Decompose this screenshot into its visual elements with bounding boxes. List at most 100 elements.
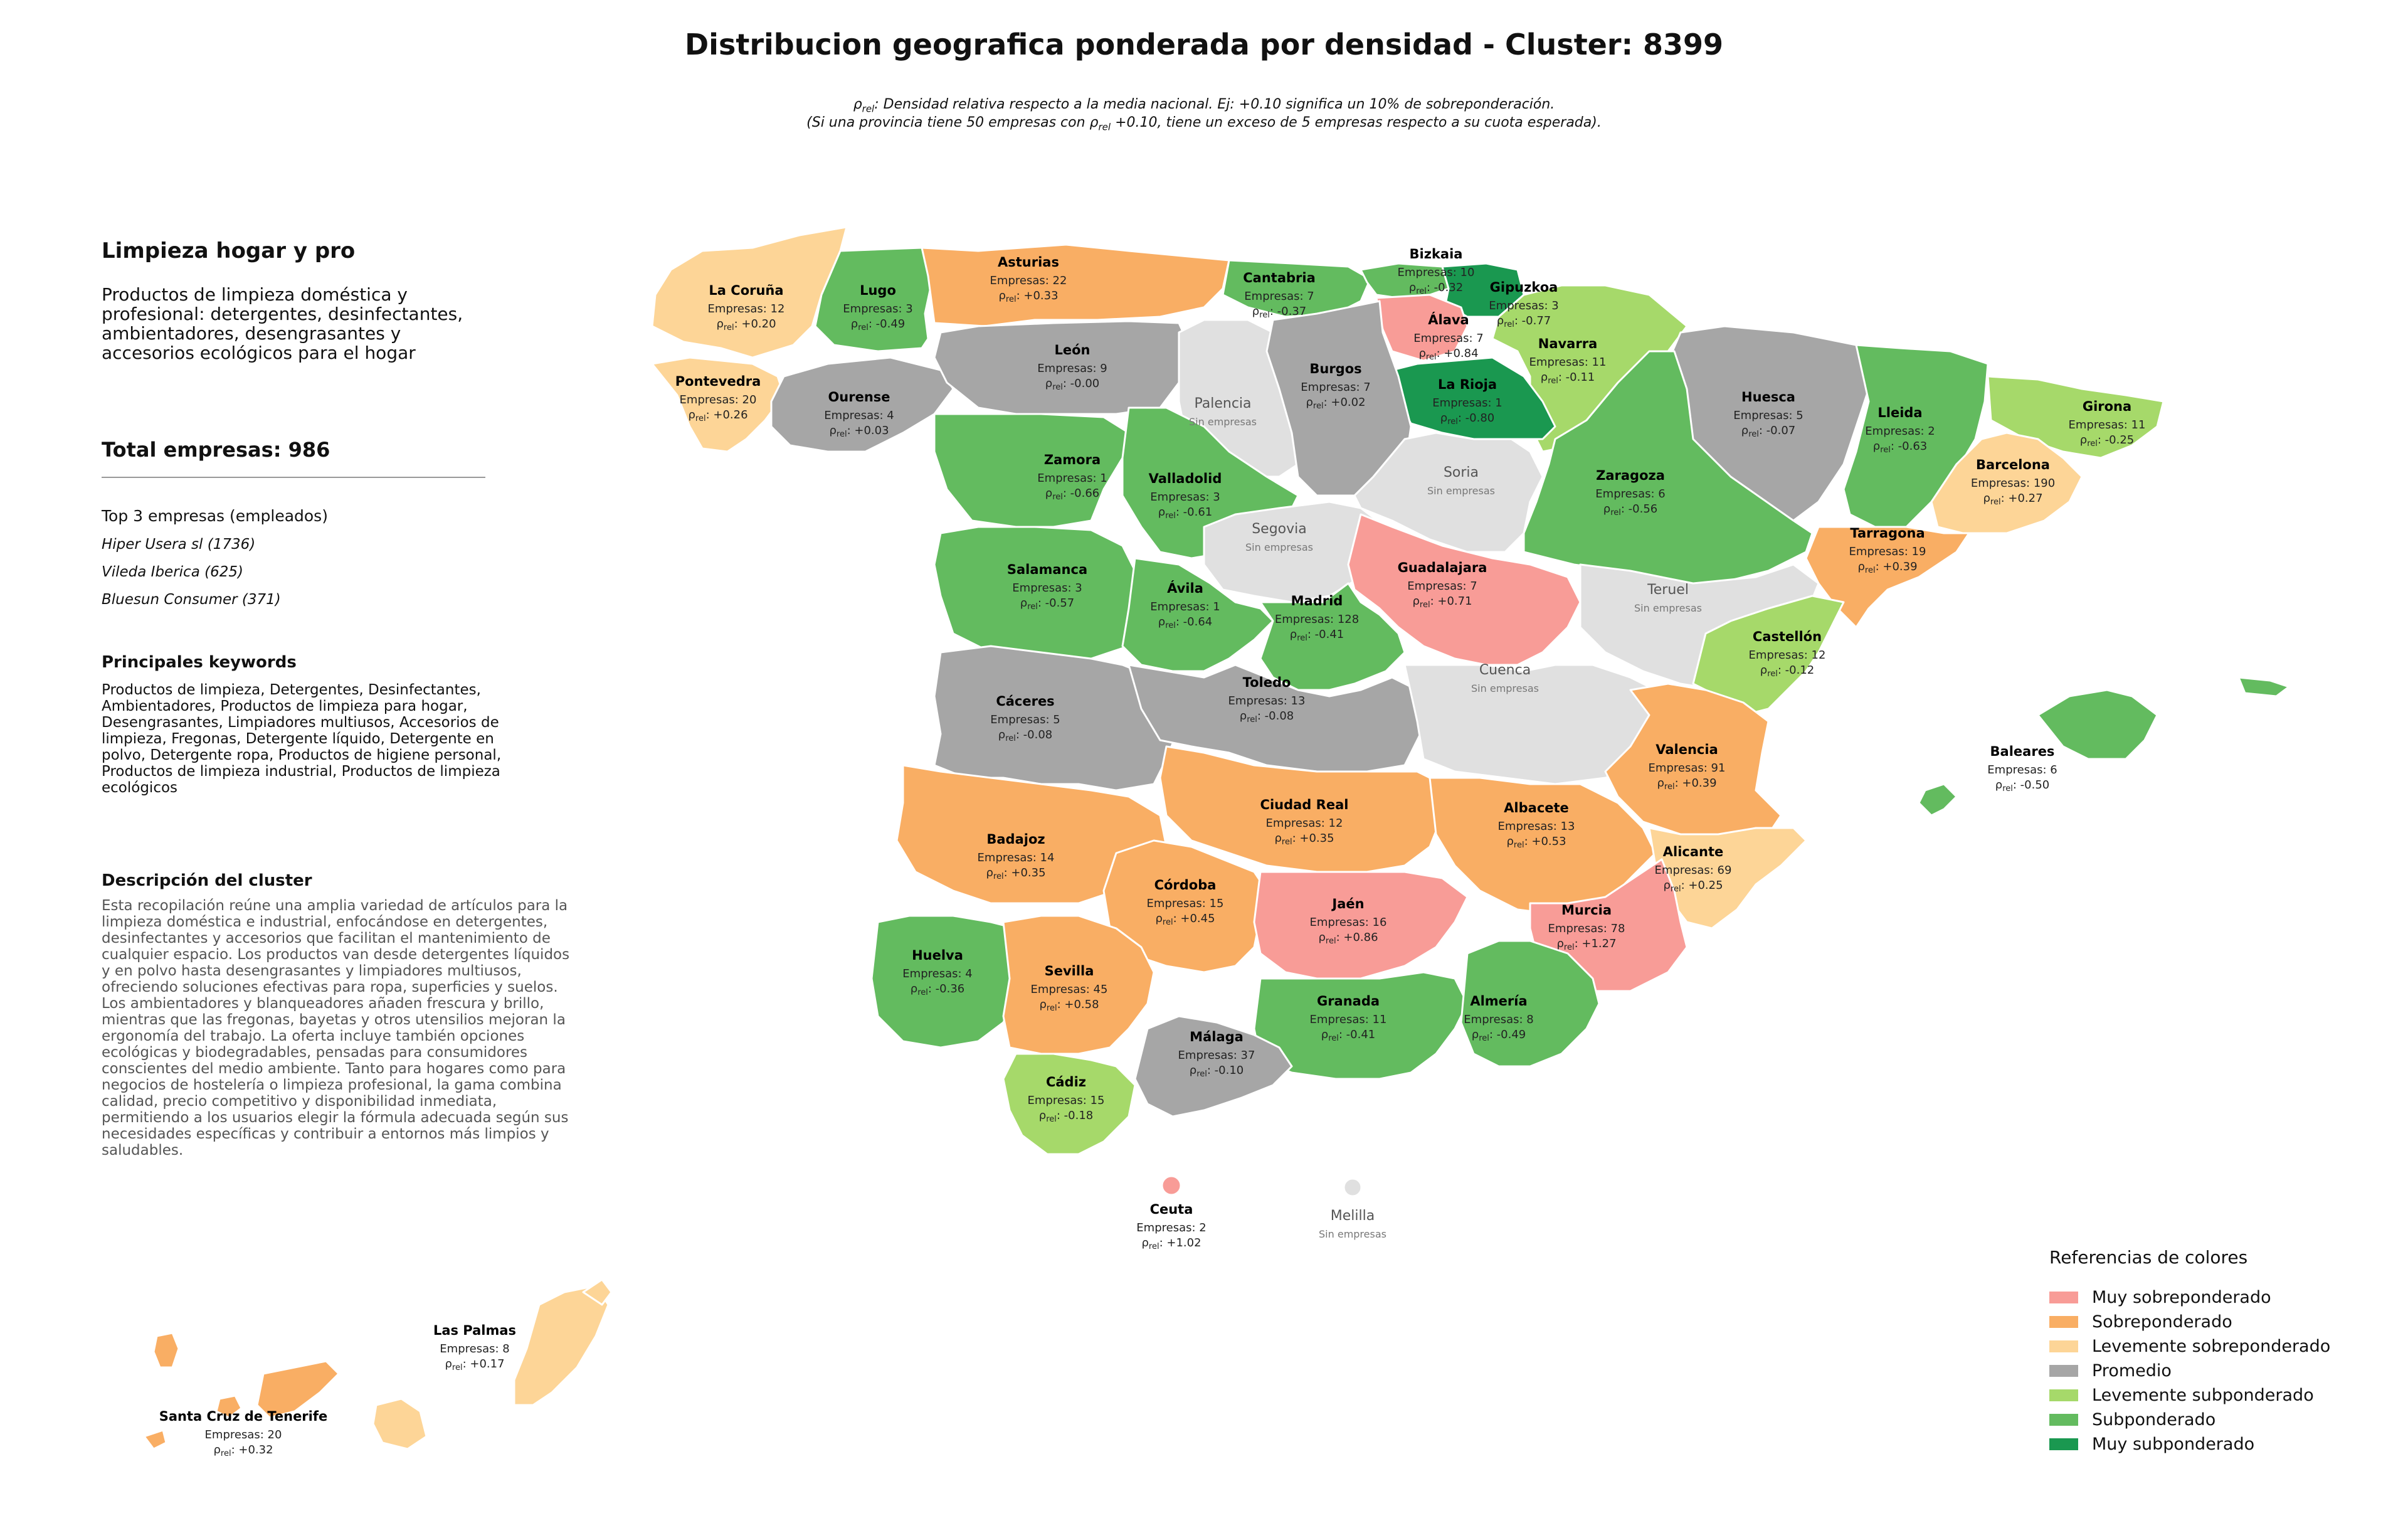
province-rho-murcia: ρrel: +1.27 [1556, 937, 1616, 952]
legend-swatch [2049, 1438, 2078, 1450]
top-companies-title: Top 3 empresas (empleados) [102, 507, 328, 525]
province-label-palencia: Palencia [1194, 396, 1251, 411]
province-rho-ourense: ρrel: +0.03 [829, 424, 889, 439]
province-companies-zaragoza: Empresas: 6 [1595, 487, 1665, 501]
divider [102, 477, 485, 478]
legend-item: Subponderado [2049, 1408, 2330, 1432]
province-santa-cruz-de-tenerife [256, 1360, 340, 1419]
province-rho-cordoba: ρrel: +0.45 [1155, 912, 1215, 927]
province-label-huesca: Huesca [1741, 390, 1795, 405]
province-rho-salamanca: ρrel: -0.57 [1020, 597, 1074, 612]
province-companies-madrid: Empresas: 128 [1275, 613, 1359, 626]
province-label-salamanca: Salamanca [1007, 562, 1087, 577]
province-ourense [770, 356, 954, 453]
cluster-description-text: Esta recopilación reúne una amplia varie… [102, 898, 570, 1159]
province-rho-navarra: ρrel: -0.11 [1541, 371, 1595, 386]
province-companies-valencia: Empresas: 91 [1649, 761, 1726, 775]
province-zamora [933, 413, 1130, 528]
province-barcelona [1930, 432, 2083, 534]
province-shapes [143, 226, 2290, 1450]
province-companies-albacete: Empresas: 13 [1498, 820, 1575, 833]
province-rho-lleida: ρrel: -0.63 [1873, 440, 1927, 455]
province-companies-tarragona: Empresas: 19 [1849, 545, 1926, 558]
province-rho-santa-cruz-de-tenerife: ρrel: +0.32 [213, 1443, 273, 1458]
legend-swatch [2049, 1292, 2078, 1303]
province-companies-sevilla: Empresas: 45 [1031, 983, 1108, 996]
province-almeria [1460, 940, 1600, 1068]
legend-label: Muy sobreponderado [2092, 1288, 2271, 1307]
province-label-toledo: Toledo [1243, 675, 1291, 690]
province-companies-badajoz: Empresas: 14 [978, 851, 1055, 864]
province-label-caceres: Cáceres [996, 694, 1054, 709]
legend-item: Muy subponderado [2049, 1432, 2330, 1456]
legend-label: Promedio [2092, 1361, 2172, 1381]
province-label-la-rioja: La Rioja [1438, 377, 1497, 392]
subtitle-line-1: ρrel: Densidad relativa respecto a la me… [853, 97, 1555, 115]
province-companies-cantabria: Empresas: 7 [1244, 290, 1314, 303]
province-label-melilla: Melilla [1331, 1208, 1375, 1224]
province-companies-burgos: Empresas: 7 [1301, 381, 1370, 394]
province-label-baleares: Baleares [1990, 744, 2055, 759]
province-rho-lugo: ρrel: -0.49 [851, 317, 905, 332]
province-rho-burgos: ρrel: +0.02 [1306, 396, 1365, 411]
info-panel: Limpieza hogar y pro Productos de limpie… [102, 238, 569, 1159]
province-guadalajara [1347, 513, 1582, 666]
province-companies-gipuzkoa: Empresas: 3 [1489, 299, 1558, 312]
legend-item: Levemente subponderado [2049, 1383, 2330, 1408]
province-label-lleida: Lleida [1877, 405, 1922, 420]
province-rho-castellon: ρrel: -0.12 [1760, 664, 1814, 679]
province-label-murcia: Murcia [1561, 903, 1612, 918]
province-label-teruel: Teruel [1647, 582, 1689, 598]
province-sevilla [1002, 915, 1155, 1055]
legend-swatch [2049, 1316, 2078, 1328]
province-label-la-coruna: La Coruña [709, 283, 783, 298]
province-albacete [1428, 777, 1657, 917]
province-label-badajoz: Badajoz [986, 832, 1045, 847]
province-companies-ciudad-real: Empresas: 12 [1266, 817, 1343, 830]
province-companies-zamora: Empresas: 1 [1037, 472, 1107, 485]
legend-swatch [2049, 1389, 2078, 1401]
province-label-lugo: Lugo [860, 283, 896, 298]
province-label-ciudad-real: Ciudad Real [1260, 797, 1349, 812]
province-rho-alava: ρrel: +0.84 [1418, 347, 1478, 362]
province-companies-alava: Empresas: 7 [1413, 332, 1483, 345]
province-cadiz [1002, 1053, 1136, 1155]
province-zaragoza [1523, 350, 1814, 585]
province-rho-jaen: ρrel: +0.86 [1318, 931, 1378, 946]
province-companies-baleares: Empresas: 6 [1987, 763, 2057, 777]
province-santa-cruz-de-tenerife-island-3 [143, 1429, 167, 1450]
legend-item: Promedio [2049, 1359, 2330, 1383]
province-label-ourense: Ourense [828, 390, 890, 405]
province-companies-murcia: Empresas: 78 [1548, 922, 1625, 935]
province-santa-cruz-de-tenerife-island-2 [215, 1394, 243, 1419]
province-label-asturias: Asturias [998, 255, 1059, 270]
province-label-burgos: Burgos [1309, 361, 1361, 376]
province-label-segovia: Segovia [1252, 521, 1307, 537]
province-rho-valencia: ρrel: +0.39 [1657, 777, 1716, 792]
province-companies-pontevedra: Empresas: 20 [680, 393, 757, 406]
subtitle-line-2: (Si una provincia tiene 50 empresas con … [806, 115, 1602, 133]
province-ciudad-real [1159, 745, 1444, 873]
province-companies-cadiz: Empresas: 15 [1028, 1094, 1105, 1107]
province-rho-valladolid: ρrel: -0.61 [1158, 506, 1212, 521]
province-la-rioja [1391, 356, 1556, 440]
province-companies-castellon: Empresas: 12 [1749, 649, 1826, 662]
province-label-cadiz: Cádiz [1046, 1074, 1086, 1090]
province-label-zaragoza: Zaragoza [1596, 468, 1665, 483]
province-companies-asturias: Empresas: 22 [990, 274, 1067, 287]
keywords-text: Productos de limpieza, Detergentes, Desi… [102, 682, 502, 796]
province-label-tarragona: Tarragona [1850, 526, 1925, 541]
province-rho-pontevedra: ρrel: +0.26 [688, 408, 747, 423]
province-label-las-palmas: Las Palmas [433, 1323, 516, 1338]
legend-item: Levemente sobreponderado [2049, 1334, 2330, 1359]
province-companies-almeria: Empresas: 8 [1464, 1013, 1533, 1026]
legend-swatch [2049, 1414, 2078, 1426]
top-company-1: Hiper Usera sl (1736) [102, 536, 256, 553]
legend-swatch [2049, 1365, 2078, 1377]
province-rho-baleares: ρrel: -0.50 [1995, 778, 2049, 793]
province-companies-barcelona: Empresas: 190 [1971, 477, 2055, 490]
province-rho-la-rioja: ρrel: -0.80 [1440, 411, 1494, 427]
province-rho-madrid: ρrel: -0.41 [1290, 628, 1344, 643]
